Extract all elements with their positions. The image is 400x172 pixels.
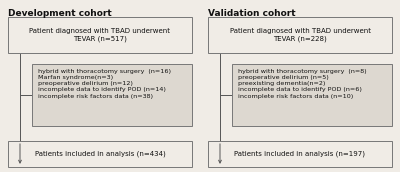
Text: Validation cohort: Validation cohort [208,9,296,18]
Text: hybrid with thoracotomy surgery  (n=8)
preoperative delirium (n=5)
preexisting d: hybrid with thoracotomy surgery (n=8) pr… [238,69,367,99]
Bar [32,64,192,126]
Text: Patients included in analysis (n=197): Patients included in analysis (n=197) [234,151,366,157]
Bar [232,64,392,126]
Text: Patients included in analysis (n=434): Patients included in analysis (n=434) [35,151,165,157]
Text: Patient diagnosed with TBAD underwent
TEVAR (n=228): Patient diagnosed with TBAD underwent TE… [230,28,370,42]
Bar [208,17,392,53]
Bar [208,141,392,167]
Text: hybrid with thoracotomy surgery  (n=16)
Marfan syndrome(n=3)
preoperative deliri: hybrid with thoracotomy surgery (n=16) M… [38,69,171,99]
Bar [8,141,192,167]
Text: Development cohort: Development cohort [8,9,112,18]
Bar [8,17,192,53]
Text: Patient diagnosed with TBAD underwent
TEVAR (n=517): Patient diagnosed with TBAD underwent TE… [30,28,170,42]
